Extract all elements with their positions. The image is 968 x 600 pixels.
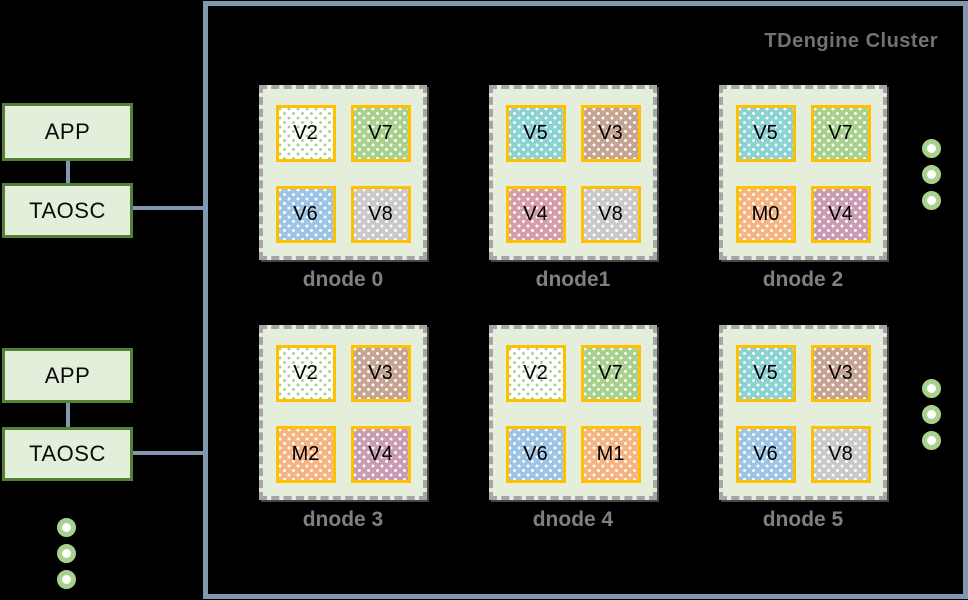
dnode-3: V2 V3 M2 V4 dnode 3: [259, 325, 427, 532]
vnode-v8: V8: [810, 426, 871, 483]
dnode-0-container: V2 V7 V6 V8: [259, 85, 427, 260]
vnode-v6: V6: [735, 426, 796, 483]
vnode-v5: V5: [735, 345, 796, 402]
dnode-5-label: dnode 5: [762, 508, 844, 531]
vnode-v3: V3: [810, 345, 871, 402]
connector-app-taosc-2: [66, 403, 70, 427]
dnode-2: V5 V7 M0 V4 dnode 2: [719, 85, 887, 292]
dnode-3-label: dnode 3: [302, 508, 384, 531]
vnode-m0: M0: [735, 186, 796, 243]
ellipsis-dot: [922, 139, 941, 158]
vnode-v2: V2: [505, 345, 566, 402]
dnode-0: V2 V7 V6 V8 dnode 0: [259, 85, 427, 292]
ellipsis-dot: [922, 379, 941, 398]
dnode-0-label: dnode 0: [302, 268, 384, 291]
vnode-v5: V5: [735, 105, 796, 162]
vnode-v6: V6: [505, 426, 566, 483]
cluster-box: TDengine Cluster V2 V7 V6 V8 dnode 0 V5 V3 V4 V8…: [203, 1, 968, 599]
vnode-v8: V8: [350, 186, 411, 243]
vnode-m1: M1: [580, 426, 641, 483]
vnode-v4: V4: [350, 426, 411, 483]
connector-taosc2-cluster: [133, 451, 204, 455]
vnode-v2: V2: [275, 105, 336, 162]
vnode-v4: V4: [505, 186, 566, 243]
app-box-1: APP: [2, 103, 133, 161]
vnode-v3: V3: [350, 345, 411, 402]
vnode-v7: V7: [580, 345, 641, 402]
vnode-v2: V2: [275, 345, 336, 402]
dnode-2-container: V5 V7 M0 V4: [719, 85, 887, 260]
dnode-4-container: V2 V7 V6 M1: [489, 325, 657, 500]
vnode-v5: V5: [505, 105, 566, 162]
dnode-5: V5 V3 V6 V8 dnode 5: [719, 325, 887, 532]
ellipsis-dot: [57, 570, 76, 589]
dnode-4: V2 V7 V6 M1 dnode 4: [489, 325, 657, 532]
taosc-box-2: TAOSC: [2, 427, 133, 481]
ellipsis-dot: [922, 165, 941, 184]
left-ellipsis-dots: [57, 518, 76, 589]
vnode-v3: V3: [580, 105, 641, 162]
vnode-v7: V7: [810, 105, 871, 162]
dnode-5-container: V5 V3 V6 V8: [719, 325, 887, 500]
vnode-v6: V6: [275, 186, 336, 243]
connector-app-taosc-1: [66, 161, 70, 183]
connector-taosc1-cluster: [133, 206, 204, 210]
cluster-ellipsis-dots-bottom: [922, 379, 941, 450]
dnode-2-label: dnode 2: [762, 268, 844, 291]
ellipsis-dot: [922, 191, 941, 210]
dnode-4-label: dnode 4: [532, 508, 614, 531]
ellipsis-dot: [57, 544, 76, 563]
dnode-1-container: V5 V3 V4 V8: [489, 85, 657, 260]
vnode-v8: V8: [580, 186, 641, 243]
vnode-m2: M2: [275, 426, 336, 483]
ellipsis-dot: [57, 518, 76, 537]
taosc-box-1: TAOSC: [2, 183, 133, 238]
cluster-title: TDengine Cluster: [764, 30, 938, 52]
app-box-2: APP: [2, 348, 133, 403]
ellipsis-dot: [922, 405, 941, 424]
dnode-1-label: dnode1: [535, 268, 611, 291]
vnode-v7: V7: [350, 105, 411, 162]
cluster-ellipsis-dots-top: [922, 139, 941, 210]
dnode-1: V5 V3 V4 V8 dnode1: [489, 85, 657, 292]
ellipsis-dot: [922, 431, 941, 450]
vnode-v4: V4: [810, 186, 871, 243]
dnode-3-container: V2 V3 M2 V4: [259, 325, 427, 500]
